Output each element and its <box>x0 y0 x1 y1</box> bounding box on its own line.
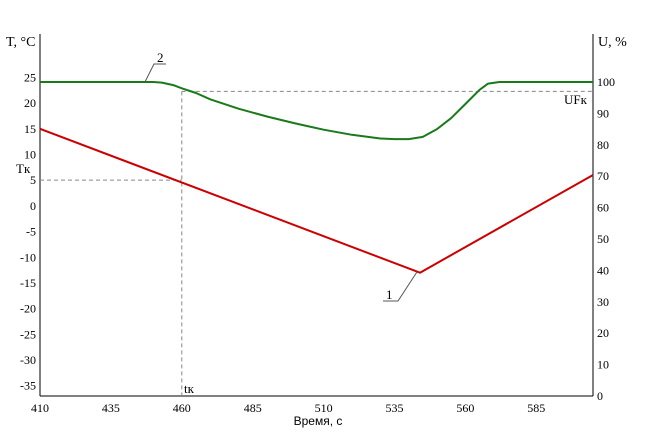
series-2-callout-leader <box>144 63 166 83</box>
x-tick-label: 410 <box>31 401 49 415</box>
x-tick-label: 460 <box>173 401 191 415</box>
y-left-tick-label: 0 <box>30 199 36 213</box>
y-right-axis-label: U, % <box>598 35 627 50</box>
x-tick-label: 435 <box>102 401 120 415</box>
series-1-line <box>39 127 594 274</box>
series-2-callout-label: 2 <box>157 50 164 65</box>
y-left-tick-label: -25 <box>20 327 36 341</box>
y-left-tick-label: -10 <box>20 250 36 264</box>
x-tick-label: 485 <box>244 401 262 415</box>
y-left-axis-label: T, °C <box>6 35 35 50</box>
y-right-tick-label: 90 <box>597 106 609 120</box>
x-tick-label: 560 <box>456 401 474 415</box>
y-right-tick-label: 40 <box>597 263 609 277</box>
x-axis-label: Время, с <box>294 414 343 428</box>
series-2-line <box>40 81 593 141</box>
tk-label: Tк <box>16 161 31 176</box>
y-left-tick-label: 25 <box>24 70 36 84</box>
series-1-callout-label: 1 <box>386 287 393 302</box>
series-lines <box>39 63 594 302</box>
y-right-tick-label: 20 <box>597 326 609 340</box>
y-left-tick-label: -30 <box>20 353 36 367</box>
y-right-tick-label: 10 <box>597 358 609 372</box>
y-right-tick-label: 70 <box>597 169 609 183</box>
y-left-tick-label: -5 <box>26 225 36 239</box>
x-tick-label: 535 <box>385 401 403 415</box>
x-tick-label: 510 <box>315 401 333 415</box>
y-right-tick-label: 80 <box>597 138 609 152</box>
y-left-tick-label: 20 <box>24 96 36 110</box>
y-right-tick-label: 100 <box>597 75 615 89</box>
y-left-tick-label: 5 <box>30 173 36 187</box>
tick-labels: 410 435 460 485 510 535 560 5852520151050-5-10-… <box>20 70 615 415</box>
y-right-tick-label: 0 <box>597 389 603 403</box>
y-left-tick-label: 15 <box>24 122 36 136</box>
reference-lines <box>40 90 593 396</box>
y-right-tick-label: 30 <box>597 295 609 309</box>
x-tick-label: 585 <box>527 401 545 415</box>
tk-time-label: tк <box>184 381 195 396</box>
y-right-tick-label: 50 <box>597 232 609 246</box>
series-1-callout-leader <box>383 271 418 302</box>
y-left-tick-label: 10 <box>24 147 36 161</box>
axes-frame <box>39 34 594 397</box>
y-left-tick-label: -20 <box>20 302 36 316</box>
y-right-tick-label: 60 <box>597 201 609 215</box>
ufk-label: UFк <box>564 92 588 107</box>
y-left-tick-label: -35 <box>20 379 36 393</box>
y-left-tick-label: -15 <box>20 276 36 290</box>
